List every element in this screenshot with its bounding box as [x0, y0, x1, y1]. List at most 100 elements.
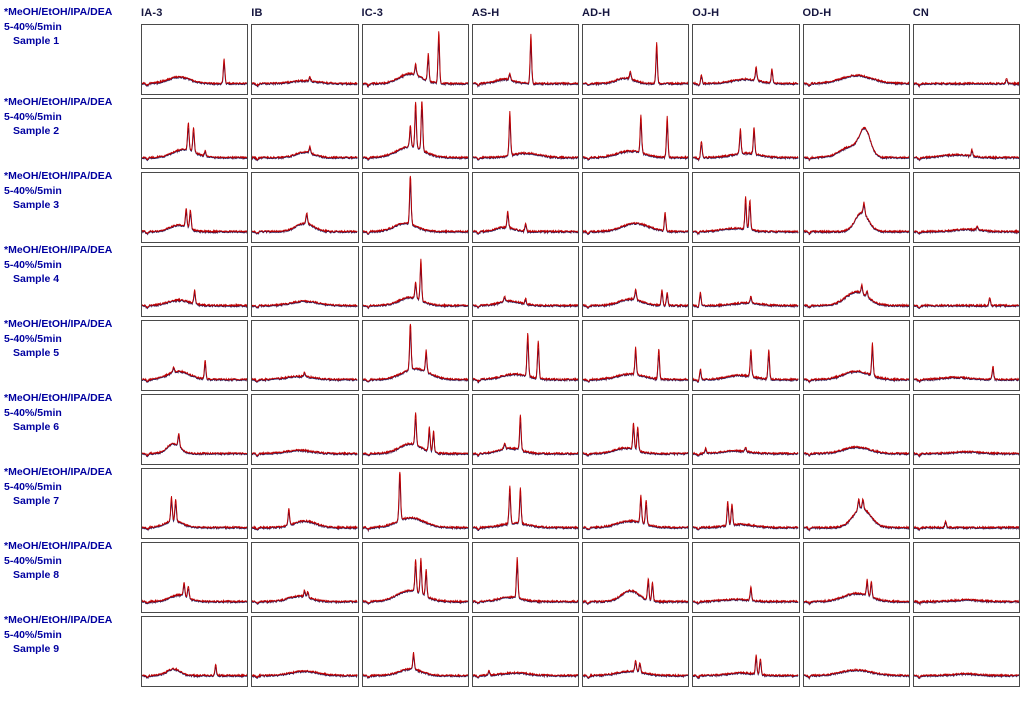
chromatogram-trace	[583, 543, 688, 612]
chromatogram-cell	[141, 616, 249, 687]
chromatogram-trace	[804, 543, 909, 612]
row-label-sample: Sample 7	[13, 495, 60, 508]
chromatogram-trace	[914, 617, 1019, 686]
chromatogram-cell	[361, 172, 469, 243]
chromatogram-cell	[141, 542, 249, 613]
chromatogram-cell	[582, 24, 690, 95]
column-header: IC-3	[361, 7, 384, 19]
chromatogram-cell	[692, 320, 800, 391]
chromatogram-trace	[693, 395, 798, 464]
chromatogram-trace	[804, 617, 909, 686]
row-label-gradient: 5-40%/5min	[4, 20, 62, 33]
chromatogram-cell	[251, 24, 359, 95]
chromatogram-cell	[912, 468, 1020, 539]
chromatogram-trace	[473, 617, 578, 686]
row-label-sample: Sample 3	[13, 199, 60, 212]
chromatogram-cell	[251, 542, 359, 613]
chromatogram-cell	[802, 320, 910, 391]
chromatogram-cell	[141, 172, 249, 243]
chromatogram-trace	[252, 25, 357, 94]
chromatogram-cell	[692, 616, 800, 687]
chromatogram-trace	[142, 395, 247, 464]
chromatogram-trace	[583, 99, 688, 168]
chromatogram-cell	[802, 98, 910, 169]
row-label-sample: Sample 1	[13, 35, 60, 48]
chromatogram-trace	[914, 395, 1019, 464]
column-header: OJ-H	[692, 7, 720, 19]
chromatogram-cell	[361, 542, 469, 613]
chromatogram-trace	[583, 173, 688, 242]
chromatogram-trace	[914, 25, 1019, 94]
chromatogram-cell	[802, 468, 910, 539]
chromatogram-cell	[912, 98, 1020, 169]
chromatogram-trace	[473, 247, 578, 316]
chromatogram-cell	[582, 172, 690, 243]
chromatogram-trace	[142, 99, 247, 168]
chromatogram-trace	[252, 469, 357, 538]
chromatogram-cell	[912, 542, 1020, 613]
row-label-gradient: 5-40%/5min	[4, 628, 62, 641]
row-label-gradient: 5-40%/5min	[4, 184, 62, 197]
chromatogram-trace	[583, 247, 688, 316]
chromatogram-trace	[252, 543, 357, 612]
chromatogram-cell	[141, 320, 249, 391]
chromatogram-cell	[912, 246, 1020, 317]
chromatogram-cell	[361, 98, 469, 169]
chromatogram-trace	[142, 25, 247, 94]
row-label-solvent: *MeOH/EtOH/IPA/DEA	[4, 318, 113, 330]
chromatogram-trace	[914, 469, 1019, 538]
chromatogram-cell	[802, 542, 910, 613]
chromatogram-trace	[693, 543, 798, 612]
column-header: CN	[912, 7, 930, 19]
chromatogram-trace	[363, 247, 468, 316]
chromatogram-cell	[912, 172, 1020, 243]
chromatogram-trace	[914, 321, 1019, 390]
chromatogram-trace	[583, 25, 688, 94]
chromatogram-cell	[251, 246, 359, 317]
chromatogram-trace	[142, 543, 247, 612]
chromatogram-trace	[693, 469, 798, 538]
chromatogram-trace	[252, 173, 357, 242]
chromatogram-cell	[912, 320, 1020, 391]
row-label-solvent: *MeOH/EtOH/IPA/DEA	[4, 96, 113, 108]
chromatogram-cell	[692, 98, 800, 169]
chromatogram-trace	[583, 321, 688, 390]
chromatogram-trace	[473, 469, 578, 538]
chromatogram-trace	[252, 99, 357, 168]
chromatogram-trace	[583, 617, 688, 686]
row-label-sample: Sample 4	[13, 273, 60, 286]
chromatogram-trace	[804, 321, 909, 390]
chromatogram-trace	[804, 25, 909, 94]
chromatogram-trace	[914, 173, 1019, 242]
chromatogram-trace	[693, 247, 798, 316]
chromatogram-cell	[471, 172, 579, 243]
chromatogram-cell	[471, 246, 579, 317]
row-label: *MeOH/EtOH/IPA/DEA 5-40%/5min Sample 5	[4, 317, 138, 391]
chromatogram-trace	[804, 99, 909, 168]
chromatogram-cell	[361, 320, 469, 391]
chromatogram-trace	[252, 617, 357, 686]
row-label-sample: Sample 6	[13, 421, 60, 434]
chromatogram-trace	[363, 543, 468, 612]
chromatogram-trace	[804, 469, 909, 538]
chromatogram-trace	[473, 321, 578, 390]
chromatogram-cell	[802, 246, 910, 317]
row-label: *MeOH/EtOH/IPA/DEA 5-40%/5min Sample 4	[4, 243, 138, 317]
row-label-solvent: *MeOH/EtOH/IPA/DEA	[4, 392, 113, 404]
row-label-solvent: *MeOH/EtOH/IPA/DEA	[4, 170, 113, 182]
chromatogram-cell	[692, 394, 800, 465]
row-label-gradient: 5-40%/5min	[4, 332, 62, 345]
chromatogram-cell	[471, 98, 579, 169]
chromatogram-cell	[361, 394, 469, 465]
chromatogram-trace	[914, 99, 1019, 168]
chromatogram-cell	[582, 320, 690, 391]
chromatogram-trace	[363, 99, 468, 168]
chromatogram-trace	[693, 25, 798, 94]
row-label-solvent: *MeOH/EtOH/IPA/DEA	[4, 6, 113, 18]
chromatogram-cell	[141, 246, 249, 317]
chromatogram-trace	[473, 543, 578, 612]
chromatogram-cell	[251, 98, 359, 169]
chromatogram-cell	[582, 394, 690, 465]
chromatogram-cell	[471, 24, 579, 95]
row-label: *MeOH/EtOH/IPA/DEA 5-40%/5min Sample 2	[4, 95, 138, 169]
